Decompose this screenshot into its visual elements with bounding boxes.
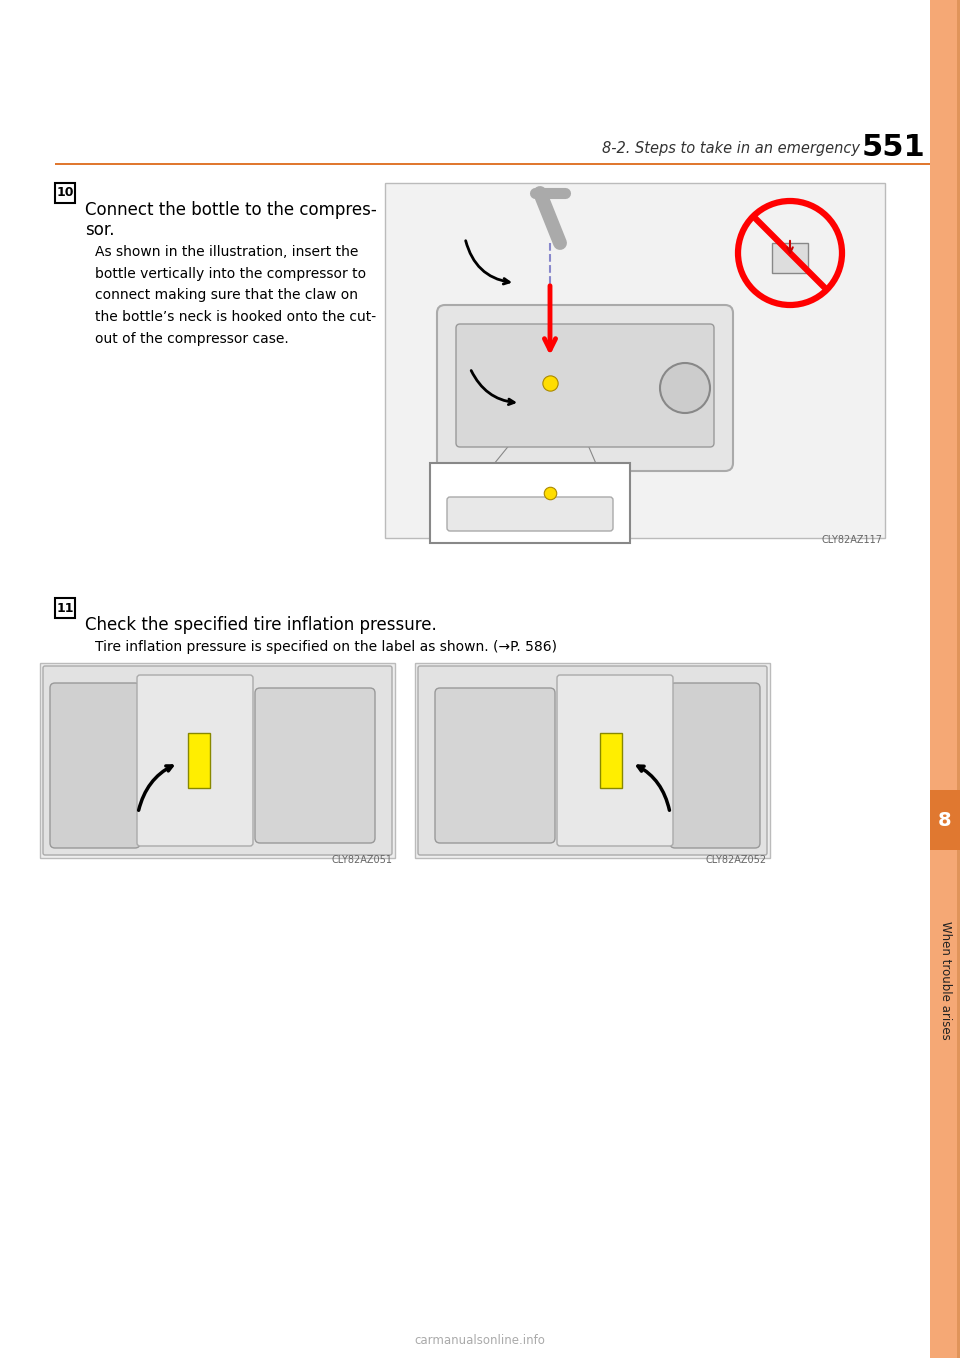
Text: When trouble arises: When trouble arises [939, 921, 951, 1039]
Text: carmanualsonline.info: carmanualsonline.info [415, 1334, 545, 1347]
Bar [930, 0, 960, 1358]
Text: CLY82AZ052: CLY82AZ052 [706, 856, 767, 865]
Text: As shown in the illustration, insert the
bottle vertically into the compressor t: As shown in the illustration, insert the… [95, 244, 376, 346]
Text: 551: 551 [861, 133, 925, 163]
Text: 8: 8 [938, 811, 951, 830]
Text: Check the specified tire inflation pressure.: Check the specified tire inflation press… [85, 617, 437, 634]
Bar [415, 663, 770, 858]
Text: CLY82AZ117: CLY82AZ117 [821, 535, 882, 545]
Text: 10: 10 [57, 186, 74, 200]
FancyBboxPatch shape [447, 497, 613, 531]
FancyBboxPatch shape [670, 683, 760, 847]
Text: 8-2. Steps to take in an emergency: 8-2. Steps to take in an emergency [602, 140, 860, 156]
Text: Tire inflation pressure is specified on the label as shown. (→P. 586): Tire inflation pressure is specified on … [95, 640, 557, 655]
FancyBboxPatch shape [50, 683, 140, 847]
FancyBboxPatch shape [418, 665, 767, 856]
FancyBboxPatch shape [137, 675, 253, 846]
Bar [930, 790, 960, 850]
Text: sor.: sor. [85, 221, 114, 239]
Bar [188, 733, 210, 788]
Bar [55, 163, 930, 166]
Text: ► Left-hand drive vehicles: ► Left-hand drive vehicles [95, 665, 311, 680]
Text: ► Right-hand drive vehicles: ► Right-hand drive vehicles [430, 665, 658, 680]
Bar [772, 243, 808, 273]
FancyBboxPatch shape [43, 665, 392, 856]
Bar [600, 733, 622, 788]
Bar [55, 598, 75, 618]
Bar [957, 0, 960, 1358]
FancyBboxPatch shape [255, 689, 375, 843]
Bar [385, 183, 885, 538]
FancyBboxPatch shape [557, 675, 673, 846]
Bar [40, 663, 395, 858]
Bar [430, 463, 630, 543]
FancyBboxPatch shape [437, 306, 733, 471]
FancyBboxPatch shape [456, 325, 714, 447]
Text: CLY82AZ051: CLY82AZ051 [331, 856, 392, 865]
FancyBboxPatch shape [435, 689, 555, 843]
Text: 11: 11 [57, 602, 74, 615]
Bar [55, 183, 75, 202]
Circle shape [660, 363, 710, 413]
Text: Connect the bottle to the compres-: Connect the bottle to the compres- [85, 201, 376, 219]
